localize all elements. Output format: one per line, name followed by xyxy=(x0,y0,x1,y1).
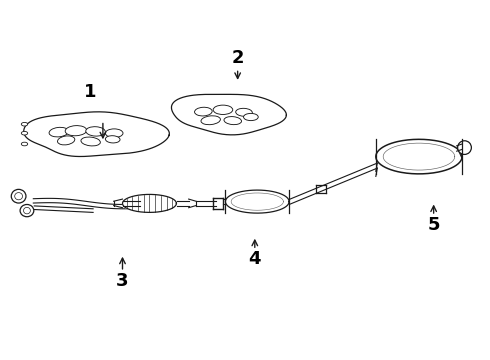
Text: 1: 1 xyxy=(84,83,97,101)
Ellipse shape xyxy=(81,137,100,146)
Polygon shape xyxy=(172,94,286,135)
Text: 4: 4 xyxy=(248,250,261,268)
Ellipse shape xyxy=(224,117,242,125)
Ellipse shape xyxy=(21,122,27,126)
Ellipse shape xyxy=(24,207,30,214)
Ellipse shape xyxy=(458,141,471,154)
Ellipse shape xyxy=(236,108,252,116)
Text: 3: 3 xyxy=(116,272,129,290)
Ellipse shape xyxy=(11,189,26,203)
Text: 5: 5 xyxy=(427,216,440,234)
Ellipse shape xyxy=(20,204,34,217)
Ellipse shape xyxy=(195,107,212,116)
Ellipse shape xyxy=(21,142,27,146)
Ellipse shape xyxy=(105,129,123,138)
Text: 2: 2 xyxy=(231,49,244,67)
Ellipse shape xyxy=(21,131,27,135)
Polygon shape xyxy=(225,190,289,213)
Ellipse shape xyxy=(201,116,220,125)
Ellipse shape xyxy=(15,193,23,200)
Ellipse shape xyxy=(244,113,258,121)
Ellipse shape xyxy=(49,127,69,137)
Ellipse shape xyxy=(105,136,120,143)
Ellipse shape xyxy=(57,136,75,145)
Ellipse shape xyxy=(86,127,105,136)
Ellipse shape xyxy=(65,126,87,136)
Polygon shape xyxy=(122,194,176,212)
Polygon shape xyxy=(376,139,462,174)
Ellipse shape xyxy=(213,105,233,114)
Polygon shape xyxy=(24,112,170,157)
